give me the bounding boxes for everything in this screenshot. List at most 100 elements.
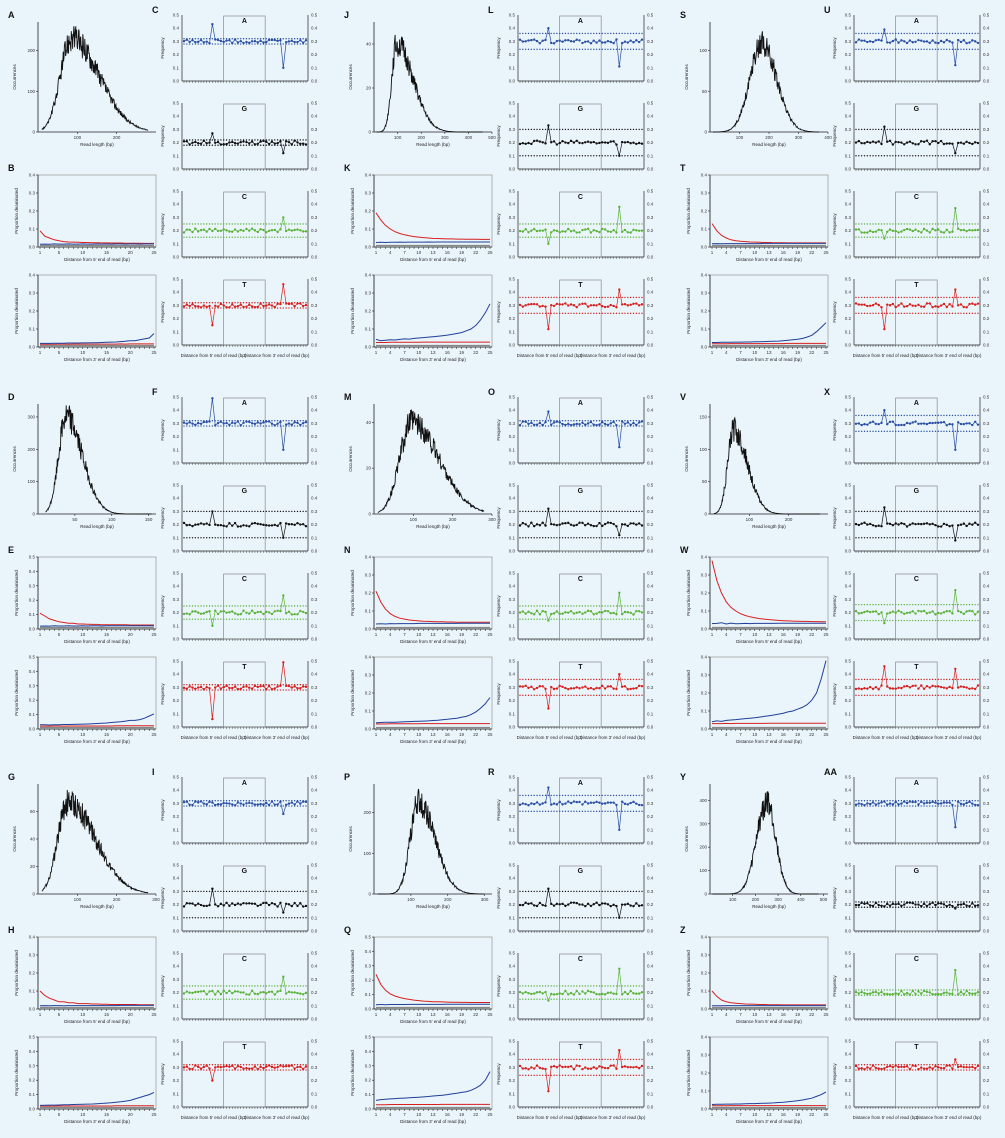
ci-dot (248, 537, 250, 539)
ci-dot (610, 605, 612, 607)
ci-dot (627, 425, 629, 427)
frequency-point (208, 227, 211, 231)
ci-dot (556, 236, 558, 238)
ytick-label-right: 0.5 (647, 571, 654, 576)
ci-dot (257, 43, 259, 45)
deamination-panel-T: T0.00.10.20.30.41 4 7 10 13 16 19 22 25Distance … (680, 163, 829, 262)
yaxis-title: Occurrences (12, 445, 17, 471)
frequency-point (208, 141, 211, 144)
ytick-label: 0.4 (173, 202, 180, 207)
ci-dot (584, 236, 586, 238)
frequency-point (279, 420, 282, 424)
xtick-label: 20 (128, 732, 134, 737)
ytick-label-right: 0.1 (647, 623, 654, 628)
ci-dot (858, 223, 860, 225)
ci-dot (968, 32, 971, 35)
ci-dot (604, 537, 606, 539)
frequency-point (205, 230, 208, 233)
ci-dot (205, 302, 208, 304)
ci-dot (604, 678, 606, 681)
ci-dot (875, 430, 877, 433)
ci-dot (536, 618, 538, 620)
ci-dot (200, 689, 202, 691)
ci-dot (208, 144, 211, 146)
series-ga (40, 333, 155, 344)
ci-dot (584, 128, 586, 131)
xaxis-title: Read length (bp) (752, 524, 786, 529)
ci-dot (977, 430, 979, 433)
ytick-label: 0 (368, 130, 371, 135)
frequency-point (270, 524, 274, 527)
ci-dot (223, 307, 225, 309)
ci-dot (635, 48, 638, 51)
ytick-label-right: 0.4 (647, 584, 654, 589)
ytick-label: 0.0 (509, 343, 516, 348)
frequency-point (222, 422, 225, 425)
ci-dot (951, 236, 954, 238)
ci-dot (934, 48, 937, 51)
ci-dot (524, 425, 527, 427)
frequency-point (211, 717, 214, 721)
ci-dot (237, 307, 239, 309)
ci-dot (917, 430, 920, 433)
ci-dot (593, 605, 595, 607)
ci-dot (539, 155, 541, 157)
frequency-point (211, 23, 214, 26)
ci-dot (559, 618, 561, 620)
ci-dot (533, 618, 535, 620)
ytick-label: 0.3 (509, 509, 516, 514)
frequency-point (262, 304, 265, 308)
ci-dot (223, 537, 225, 539)
ytick-label: 0.1 (845, 447, 852, 452)
ci-dot (866, 223, 869, 225)
frequency-point (222, 524, 225, 528)
xtick-label: 200 (113, 135, 121, 140)
frequency-point (564, 423, 567, 427)
ci-dot (638, 236, 640, 238)
ci-dot (262, 302, 265, 304)
frequency-point (939, 39, 943, 43)
panel-frame (37, 556, 157, 630)
frequency-point (265, 610, 268, 614)
xtick-label: 22 (473, 350, 479, 355)
frequency-point (245, 227, 248, 231)
frequency-point (911, 142, 914, 145)
ci-dot (214, 605, 216, 607)
ytick-label: 0.5 (509, 13, 516, 18)
xtick-label: 4 (389, 732, 392, 737)
ci-dot (610, 155, 612, 157)
frequency-point (945, 228, 948, 232)
ci-dot (897, 296, 900, 299)
ci-dot (977, 223, 979, 225)
ytick-label: 0.5 (173, 395, 180, 400)
ci-dot (593, 420, 595, 422)
ytick-label: 0.2 (845, 434, 852, 439)
ci-dot (188, 38, 191, 40)
ytick-label: 0.3 (845, 215, 852, 220)
ci-dot (595, 312, 598, 315)
frequency-point (937, 305, 940, 309)
genome-window-box (223, 661, 266, 728)
frequency-point (552, 42, 556, 45)
ci-dot (186, 420, 188, 422)
ci-dot (926, 296, 928, 299)
frequency-point (860, 39, 863, 42)
frequency-point (555, 229, 559, 233)
ci-dot (610, 678, 612, 681)
ci-dot (208, 537, 211, 539)
ci-dot (627, 678, 629, 681)
ci-dot (578, 32, 581, 35)
ci-dot (245, 510, 248, 513)
frequency-point (601, 305, 604, 308)
ci-dot (205, 38, 208, 40)
ci-dot (866, 296, 869, 299)
ci-dot (299, 605, 302, 607)
ci-dot (231, 420, 233, 422)
ci-dot (524, 236, 527, 238)
ci-dot (937, 430, 939, 433)
ci-dot (274, 684, 276, 686)
ci-dot (254, 223, 256, 225)
ci-dot (570, 537, 572, 539)
frequency-point (971, 302, 974, 305)
ci-dot (519, 618, 521, 620)
